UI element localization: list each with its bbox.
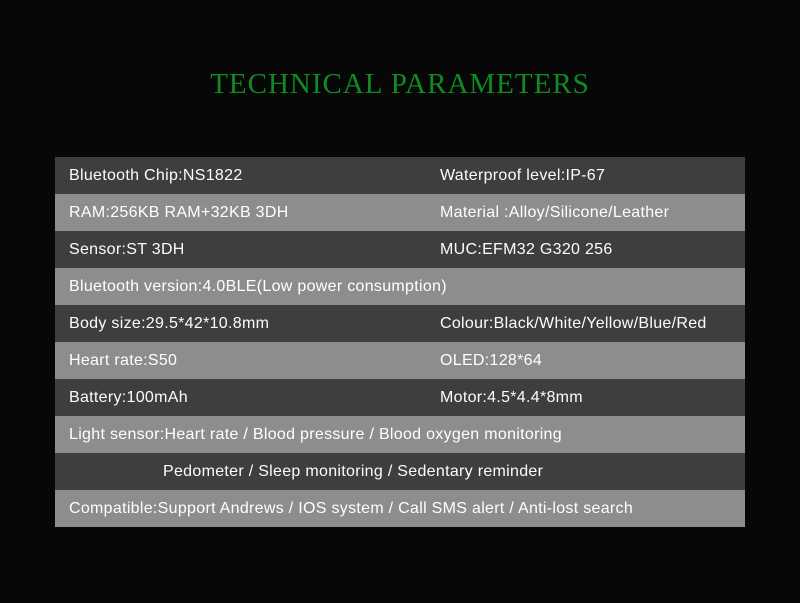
table-row: Pedometer / Sleep monitoring / Sedentary… xyxy=(55,453,745,490)
spec-cell-right: Waterproof level:IP-67 xyxy=(440,167,745,185)
table-row: Heart rate:S50 OLED:128*64 xyxy=(55,342,745,379)
spec-cell-right: Material :Alloy/Silicone/Leather xyxy=(440,204,745,222)
spec-cell-right: Motor:4.5*4.4*8mm xyxy=(440,389,745,407)
spec-cell-full: Compatible:Support Andrews / IOS system … xyxy=(55,500,745,518)
spec-cell-left: Bluetooth Chip:NS1822 xyxy=(55,167,440,185)
table-row: Light sensor:Heart rate / Blood pressure… xyxy=(55,416,745,453)
spec-cell-left: Heart rate:S50 xyxy=(55,352,440,370)
spec-cell-right: OLED:128*64 xyxy=(440,352,745,370)
spec-table: Bluetooth Chip:NS1822 Waterproof level:I… xyxy=(55,157,745,527)
spec-cell-full: Bluetooth version:4.0BLE(Low power consu… xyxy=(55,278,745,296)
table-row: Bluetooth Chip:NS1822 Waterproof level:I… xyxy=(55,157,745,194)
page-title: TECHNICAL PARAMETERS xyxy=(0,68,800,101)
spec-cell-right: MUC:EFM32 G320 256 xyxy=(440,241,745,259)
spec-cell-left: Body size:29.5*42*10.8mm xyxy=(55,315,440,333)
spec-cell-left: Battery:100mAh xyxy=(55,389,440,407)
spec-cell-right: Colour:Black/White/Yellow/Blue/Red xyxy=(440,315,745,333)
spec-cell-left: RAM:256KB RAM+32KB 3DH xyxy=(55,204,440,222)
spec-cell-left: Sensor:ST 3DH xyxy=(55,241,440,259)
table-row: Bluetooth version:4.0BLE(Low power consu… xyxy=(55,268,745,305)
spec-cell-full: Pedometer / Sleep monitoring / Sedentary… xyxy=(55,463,745,481)
table-row: Compatible:Support Andrews / IOS system … xyxy=(55,490,745,527)
spec-cell-full: Light sensor:Heart rate / Blood pressure… xyxy=(55,426,745,444)
table-row: Battery:100mAh Motor:4.5*4.4*8mm xyxy=(55,379,745,416)
table-row: Sensor:ST 3DH MUC:EFM32 G320 256 xyxy=(55,231,745,268)
table-row: RAM:256KB RAM+32KB 3DH Material :Alloy/S… xyxy=(55,194,745,231)
table-row: Body size:29.5*42*10.8mm Colour:Black/Wh… xyxy=(55,305,745,342)
